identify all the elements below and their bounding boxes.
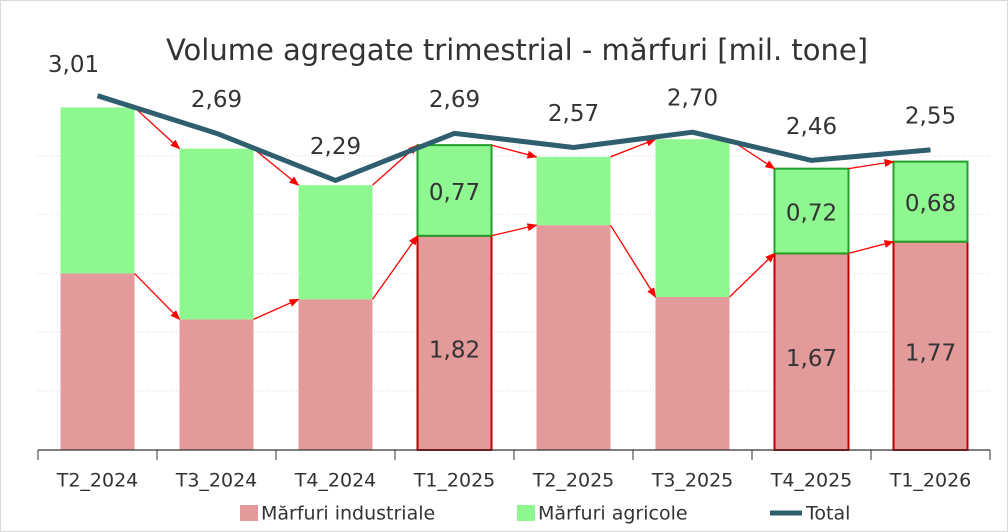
bar: [416, 234, 493, 451]
bar: [60, 273, 135, 450]
legend-label: Mărfuri industriale: [261, 503, 435, 525]
x-tick-label: T1_2025: [413, 470, 496, 492]
arrow: [491, 223, 538, 237]
x-tick-label: T4_2025: [770, 470, 853, 492]
legend-marker: [240, 505, 258, 521]
total-label: 2,69: [429, 87, 480, 113]
total-label: 2,55: [905, 103, 956, 129]
arrow: [253, 148, 300, 186]
bar: [179, 319, 254, 450]
total-label: 2,46: [786, 114, 837, 140]
total-line: [96, 93, 931, 183]
total-label: 2,69: [191, 87, 242, 113]
legend-marker: [517, 505, 535, 521]
x-tick-label: T3_2024: [175, 470, 258, 492]
bar: [773, 167, 850, 255]
bar: [60, 107, 135, 274]
data-label: 1,82: [429, 337, 480, 363]
bar: [298, 299, 373, 450]
bar: [179, 148, 254, 320]
bar: [655, 296, 730, 450]
data-label: 1,77: [905, 340, 956, 366]
total-label: 2,29: [310, 134, 361, 160]
x-tick-label: T2_2024: [56, 470, 139, 492]
arrow: [134, 272, 181, 321]
bar: [298, 185, 373, 300]
total-label: 3,01: [48, 52, 99, 78]
total-label: 2,57: [548, 101, 599, 127]
bar: [536, 156, 611, 226]
x-tick-label: T4_2024: [294, 470, 377, 492]
x-tick-label: T2_2025: [532, 470, 615, 492]
arrow: [610, 138, 657, 158]
total-label: 2,70: [667, 86, 718, 112]
arrow: [134, 106, 181, 150]
arrow: [491, 144, 538, 159]
arrow: [729, 252, 776, 298]
x-tick-label: T3_2025: [651, 470, 734, 492]
data-label: 0,72: [786, 201, 837, 227]
bar: [892, 160, 969, 243]
arrow: [371, 234, 419, 300]
data-label: 0,68: [905, 191, 956, 217]
bar: [536, 225, 611, 450]
data-label: 0,77: [429, 180, 480, 206]
chart-title: Volume agregate trimestrial - mărfuri [m…: [166, 33, 868, 67]
legend-label: Total: [805, 503, 850, 525]
arrow: [609, 224, 657, 298]
arrow: [253, 298, 300, 320]
arrow: [848, 159, 895, 170]
arrow: [848, 240, 895, 255]
bar: [655, 139, 730, 297]
x-tick-label: T1_2026: [889, 470, 972, 492]
data-label: 1,67: [786, 346, 837, 372]
bar: [416, 144, 493, 237]
legend-label: Mărfuri agricole: [538, 503, 688, 525]
